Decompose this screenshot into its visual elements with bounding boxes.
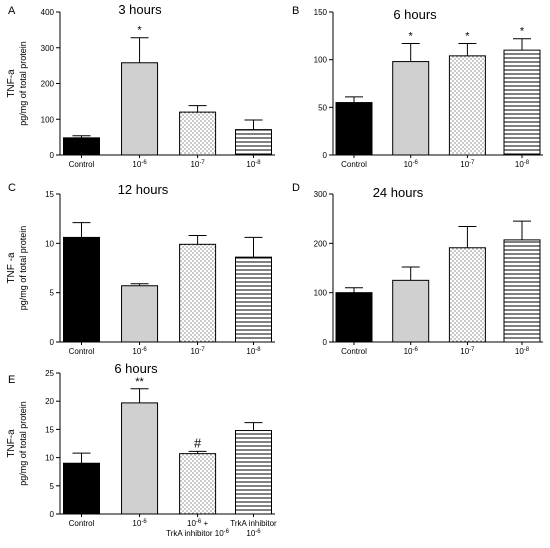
x-tick-label: 10-8	[515, 160, 530, 169]
bar	[121, 62, 159, 156]
x-tick-label: 10-7	[190, 160, 205, 169]
x-tick-label-line2: 10-6	[246, 529, 261, 538]
panel-letter: C	[8, 182, 16, 194]
significance-marker: *	[409, 30, 414, 42]
panel-title: 12 hours	[118, 182, 169, 197]
bar	[448, 55, 486, 156]
bar	[179, 453, 217, 515]
y-tick-label: 10	[45, 454, 54, 463]
y-tick-label: 300	[314, 190, 328, 199]
y-axis-label: TNF-a	[6, 429, 17, 458]
panel-letter: A	[8, 5, 16, 17]
panel-title: 6 hours	[393, 7, 437, 22]
y-axis-label-units: pg/mg of total protein	[18, 226, 28, 311]
y-tick-label: 0	[50, 338, 55, 347]
significance-marker: #	[194, 435, 202, 450]
x-tick-label: 10-6	[132, 519, 147, 528]
y-axis-label-units: pg/mg of total protein	[18, 41, 28, 126]
y-tick-label: 20	[45, 397, 54, 406]
y-tick-label: 0	[50, 151, 55, 160]
chart-panel-b: B 6 hours 0 50 100 150 Control * 10-6 * 10-7 * 10-8	[292, 5, 543, 169]
y-tick-label: 25	[45, 369, 54, 378]
y-tick-label: 15	[45, 425, 54, 434]
bar	[392, 279, 430, 343]
bar	[235, 256, 272, 343]
x-tick-label: Control	[69, 347, 95, 356]
x-tick-label: Control	[69, 519, 95, 528]
y-tick-label: 400	[41, 8, 55, 17]
y-tick-label: 5	[50, 482, 55, 491]
bar	[63, 137, 100, 156]
chart-panel-d: D 24 hours 0 100 200 300 Control 10-6 10-7 10-8	[292, 182, 543, 356]
y-tick-label: 5	[50, 289, 55, 298]
x-tick-label-line2: TrkA inhibitor 10-6	[166, 529, 230, 538]
significance-marker: **	[135, 376, 144, 388]
bar	[392, 61, 430, 156]
y-axis-label: TNF-a	[6, 69, 17, 98]
y-tick-label: 100	[314, 56, 328, 65]
bar	[121, 285, 159, 343]
panel-title: 6 hours	[114, 361, 158, 376]
bar	[179, 243, 217, 343]
y-axis-label-units: pg/mg of total protein	[18, 401, 28, 486]
x-tick-label: 10-7	[460, 160, 475, 169]
x-tick-label: 10-8	[246, 347, 261, 356]
y-tick-label: 300	[41, 44, 55, 53]
x-tick-label: 10-6	[132, 160, 147, 169]
x-tick-label: 10-7	[460, 347, 475, 356]
x-tick-label: 10-8	[246, 160, 261, 169]
y-tick-label: 50	[318, 103, 327, 112]
y-tick-label: 100	[41, 115, 55, 124]
x-tick-label: 10-6	[404, 160, 419, 169]
bar	[503, 239, 541, 343]
y-tick-label: 10	[45, 239, 54, 248]
y-tick-label: 0	[323, 151, 328, 160]
bar	[63, 462, 100, 515]
bar	[503, 49, 541, 156]
panel-title: 3 hours	[118, 2, 162, 17]
bar	[235, 430, 272, 515]
significance-marker: *	[520, 26, 525, 38]
significance-marker: *	[137, 25, 142, 37]
bar	[179, 111, 217, 156]
x-tick-label: Control	[341, 160, 367, 169]
chart-panel-a: A 3 hours TNF-a pg/mg of total protein 0 100 2…	[6, 2, 275, 169]
x-tick-label: Control	[69, 160, 95, 169]
y-tick-label: 200	[41, 80, 55, 89]
x-tick-label: TrkA inhibitor	[230, 519, 277, 528]
chart-panel-e: E 6 hours TNF-a pg/mg of total protein 0 5 10 1…	[6, 361, 277, 538]
y-tick-label: 15	[45, 190, 54, 199]
panel-letter: B	[292, 5, 299, 17]
bar	[235, 129, 272, 156]
y-axis-label: TNF -a	[6, 252, 17, 284]
chart-panel-c: C 12 hours TNF -a pg/mg of total protein 0 5 1…	[6, 182, 275, 356]
bar	[63, 236, 100, 343]
x-tick-label: 10-6 +	[187, 519, 208, 528]
y-tick-label: 0	[323, 338, 328, 347]
panel-letter: D	[292, 182, 300, 194]
panel-title: 24 hours	[373, 185, 424, 200]
y-tick-label: 150	[314, 8, 328, 17]
x-tick-label: 10-8	[515, 347, 530, 356]
panel-letter: E	[8, 374, 15, 386]
x-tick-label: 10-6	[404, 347, 419, 356]
bar	[335, 292, 373, 343]
y-tick-label: 100	[314, 289, 328, 298]
x-tick-label: 10-7	[190, 347, 205, 356]
significance-marker: *	[465, 30, 470, 42]
y-tick-label: 200	[314, 239, 328, 248]
y-tick-label: 0	[50, 510, 55, 519]
bar	[335, 102, 373, 156]
x-tick-label: 10-6	[132, 347, 147, 356]
x-tick-label: Control	[341, 347, 367, 356]
bar	[121, 402, 159, 515]
bar	[448, 247, 486, 343]
